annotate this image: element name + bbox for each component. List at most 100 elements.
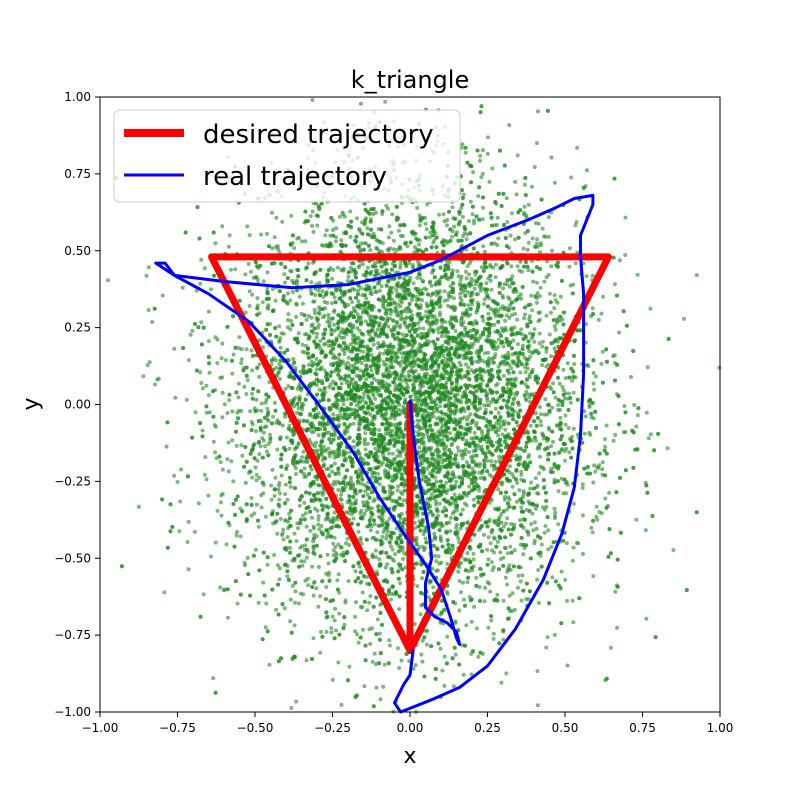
scatter-point (352, 445, 357, 450)
scatter-point (404, 315, 409, 320)
scatter-point (377, 428, 382, 432)
scatter-point (532, 339, 537, 344)
scatter-point (209, 287, 213, 292)
scatter-point (451, 684, 456, 689)
scatter-point (617, 330, 622, 335)
scatter-point (552, 293, 557, 298)
scatter-point (359, 241, 364, 246)
scatter-point (493, 262, 498, 267)
scatter-point (186, 519, 191, 524)
scatter-point (312, 532, 317, 537)
scatter-point (283, 386, 288, 391)
scatter-point (493, 383, 498, 388)
scatter-point (476, 194, 481, 199)
scatter-point (311, 593, 316, 598)
scatter-point (507, 123, 512, 128)
scatter-point (604, 423, 609, 428)
scatter-point (319, 629, 323, 634)
scatter-point (300, 455, 305, 460)
scatter-point (393, 552, 397, 556)
scatter-point (528, 331, 532, 336)
scatter-point (342, 432, 347, 436)
scatter-point (599, 311, 604, 316)
scatter-point (424, 227, 429, 232)
scatter-point (290, 290, 295, 294)
scatter-point (270, 246, 275, 251)
scatter-point (327, 454, 332, 459)
scatter-point (231, 479, 236, 484)
scatter-point (451, 296, 456, 301)
scatter-point (261, 438, 266, 443)
scatter-point (292, 623, 297, 628)
scatter-point (287, 423, 292, 428)
scatter-point (507, 593, 512, 598)
scatter-point (540, 344, 545, 349)
scatter-point (530, 308, 535, 313)
scatter-point (415, 584, 420, 589)
scatter-point (443, 320, 448, 325)
scatter-point (505, 507, 510, 512)
scatter-point (381, 684, 386, 689)
scatter-point (482, 458, 487, 463)
scatter-point (228, 267, 233, 272)
scatter-point (607, 490, 612, 495)
scatter-point (261, 580, 266, 585)
scatter-point (389, 361, 394, 366)
scatter-point (520, 343, 525, 348)
scatter-point (437, 212, 442, 217)
scatter-point (314, 367, 319, 372)
scatter-point (582, 431, 587, 436)
scatter-point (254, 397, 259, 402)
scatter-point (481, 244, 486, 249)
scatter-point (293, 600, 297, 605)
scatter-point (160, 293, 165, 298)
scatter-point (594, 504, 599, 509)
scatter-point (206, 393, 211, 398)
scatter-point (416, 346, 421, 351)
scatter-point (499, 680, 504, 685)
scatter-point (424, 642, 429, 647)
scatter-point (399, 658, 404, 663)
scatter-point (400, 332, 405, 337)
scatter-point (306, 261, 311, 266)
scatter-point (603, 444, 608, 449)
scatter-point (428, 230, 433, 235)
scatter-point (150, 319, 155, 324)
scatter-point (484, 281, 489, 286)
scatter-point (385, 529, 390, 534)
scatter-point (401, 498, 406, 503)
scatter-point (346, 579, 351, 584)
scatter-point (534, 300, 539, 305)
scatter-point (242, 561, 247, 565)
scatter-point (503, 318, 508, 323)
scatter-point (355, 326, 360, 331)
scatter-point (302, 559, 307, 564)
scatter-point (383, 442, 388, 447)
scatter-point (399, 313, 404, 318)
scatter-point (513, 237, 517, 242)
scatter-point (560, 384, 565, 389)
scatter-point (247, 233, 252, 238)
scatter-point (570, 558, 575, 563)
scatter-point (567, 246, 572, 251)
scatter-point (523, 370, 528, 375)
scatter-point (282, 272, 287, 277)
scatter-point (178, 499, 183, 504)
scatter-point (562, 449, 567, 453)
scatter-point (307, 413, 312, 418)
scatter-point (591, 371, 596, 375)
scatter-point (569, 175, 574, 180)
scatter-point (371, 604, 376, 609)
scatter-point (549, 155, 554, 160)
scatter-point (584, 274, 589, 279)
scatter-point (580, 552, 585, 556)
scatter-point (498, 425, 503, 430)
scatter-point (520, 573, 525, 578)
scatter-point (519, 327, 524, 332)
scatter-point (571, 426, 576, 431)
scatter-point (513, 311, 517, 316)
scatter-point (485, 580, 490, 585)
scatter-point (429, 457, 434, 461)
scatter-point (482, 297, 487, 302)
scatter-point (146, 308, 151, 312)
